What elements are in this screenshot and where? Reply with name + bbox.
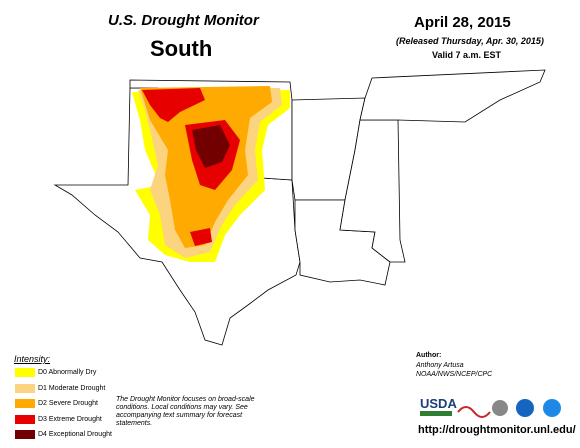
legend-swatch <box>15 430 35 439</box>
legend-label: D0 Abnormally Dry <box>38 369 97 376</box>
url: http://droughtmonitor.unl.edu/ <box>418 424 576 436</box>
legend-title: Intensity: <box>14 354 51 364</box>
legend-swatch <box>15 399 35 408</box>
legend-swatch <box>15 368 35 377</box>
author-org: NOAA/NWS/NCEP/CPC <box>416 371 493 378</box>
legend-label: D4 Exceptional Drought <box>38 431 112 438</box>
usda-logo: USDA <box>420 396 457 411</box>
legend-label: D3 Extreme Drought <box>38 415 102 423</box>
legend-label: D1 Moderate Drought <box>38 384 106 392</box>
mississippi <box>339 119 406 263</box>
author-label: Author: <box>416 352 442 359</box>
d4-area <box>192 125 230 168</box>
region: South <box>150 36 213 61</box>
tennessee <box>359 69 546 123</box>
released: (Released Thursday, Apr. 30, 2015) <box>396 36 544 46</box>
states <box>53 69 546 346</box>
legend-label: D2 Severe Drought <box>38 400 98 407</box>
valid-time: Valid 7 a.m. EST <box>432 50 502 60</box>
drought-areas <box>132 86 290 262</box>
title: U.S. Drought Monitor <box>108 12 259 29</box>
note: The Drought Monitor focuses on broad-sca… <box>116 396 255 427</box>
legend-swatch <box>15 414 35 424</box>
author-name: Anthony Artusa <box>416 362 464 369</box>
date: April 28, 2015 <box>414 14 511 31</box>
legend-swatch <box>15 383 35 393</box>
